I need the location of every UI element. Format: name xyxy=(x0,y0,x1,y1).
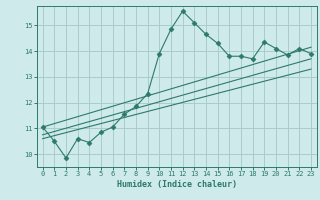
X-axis label: Humidex (Indice chaleur): Humidex (Indice chaleur) xyxy=(117,180,237,189)
